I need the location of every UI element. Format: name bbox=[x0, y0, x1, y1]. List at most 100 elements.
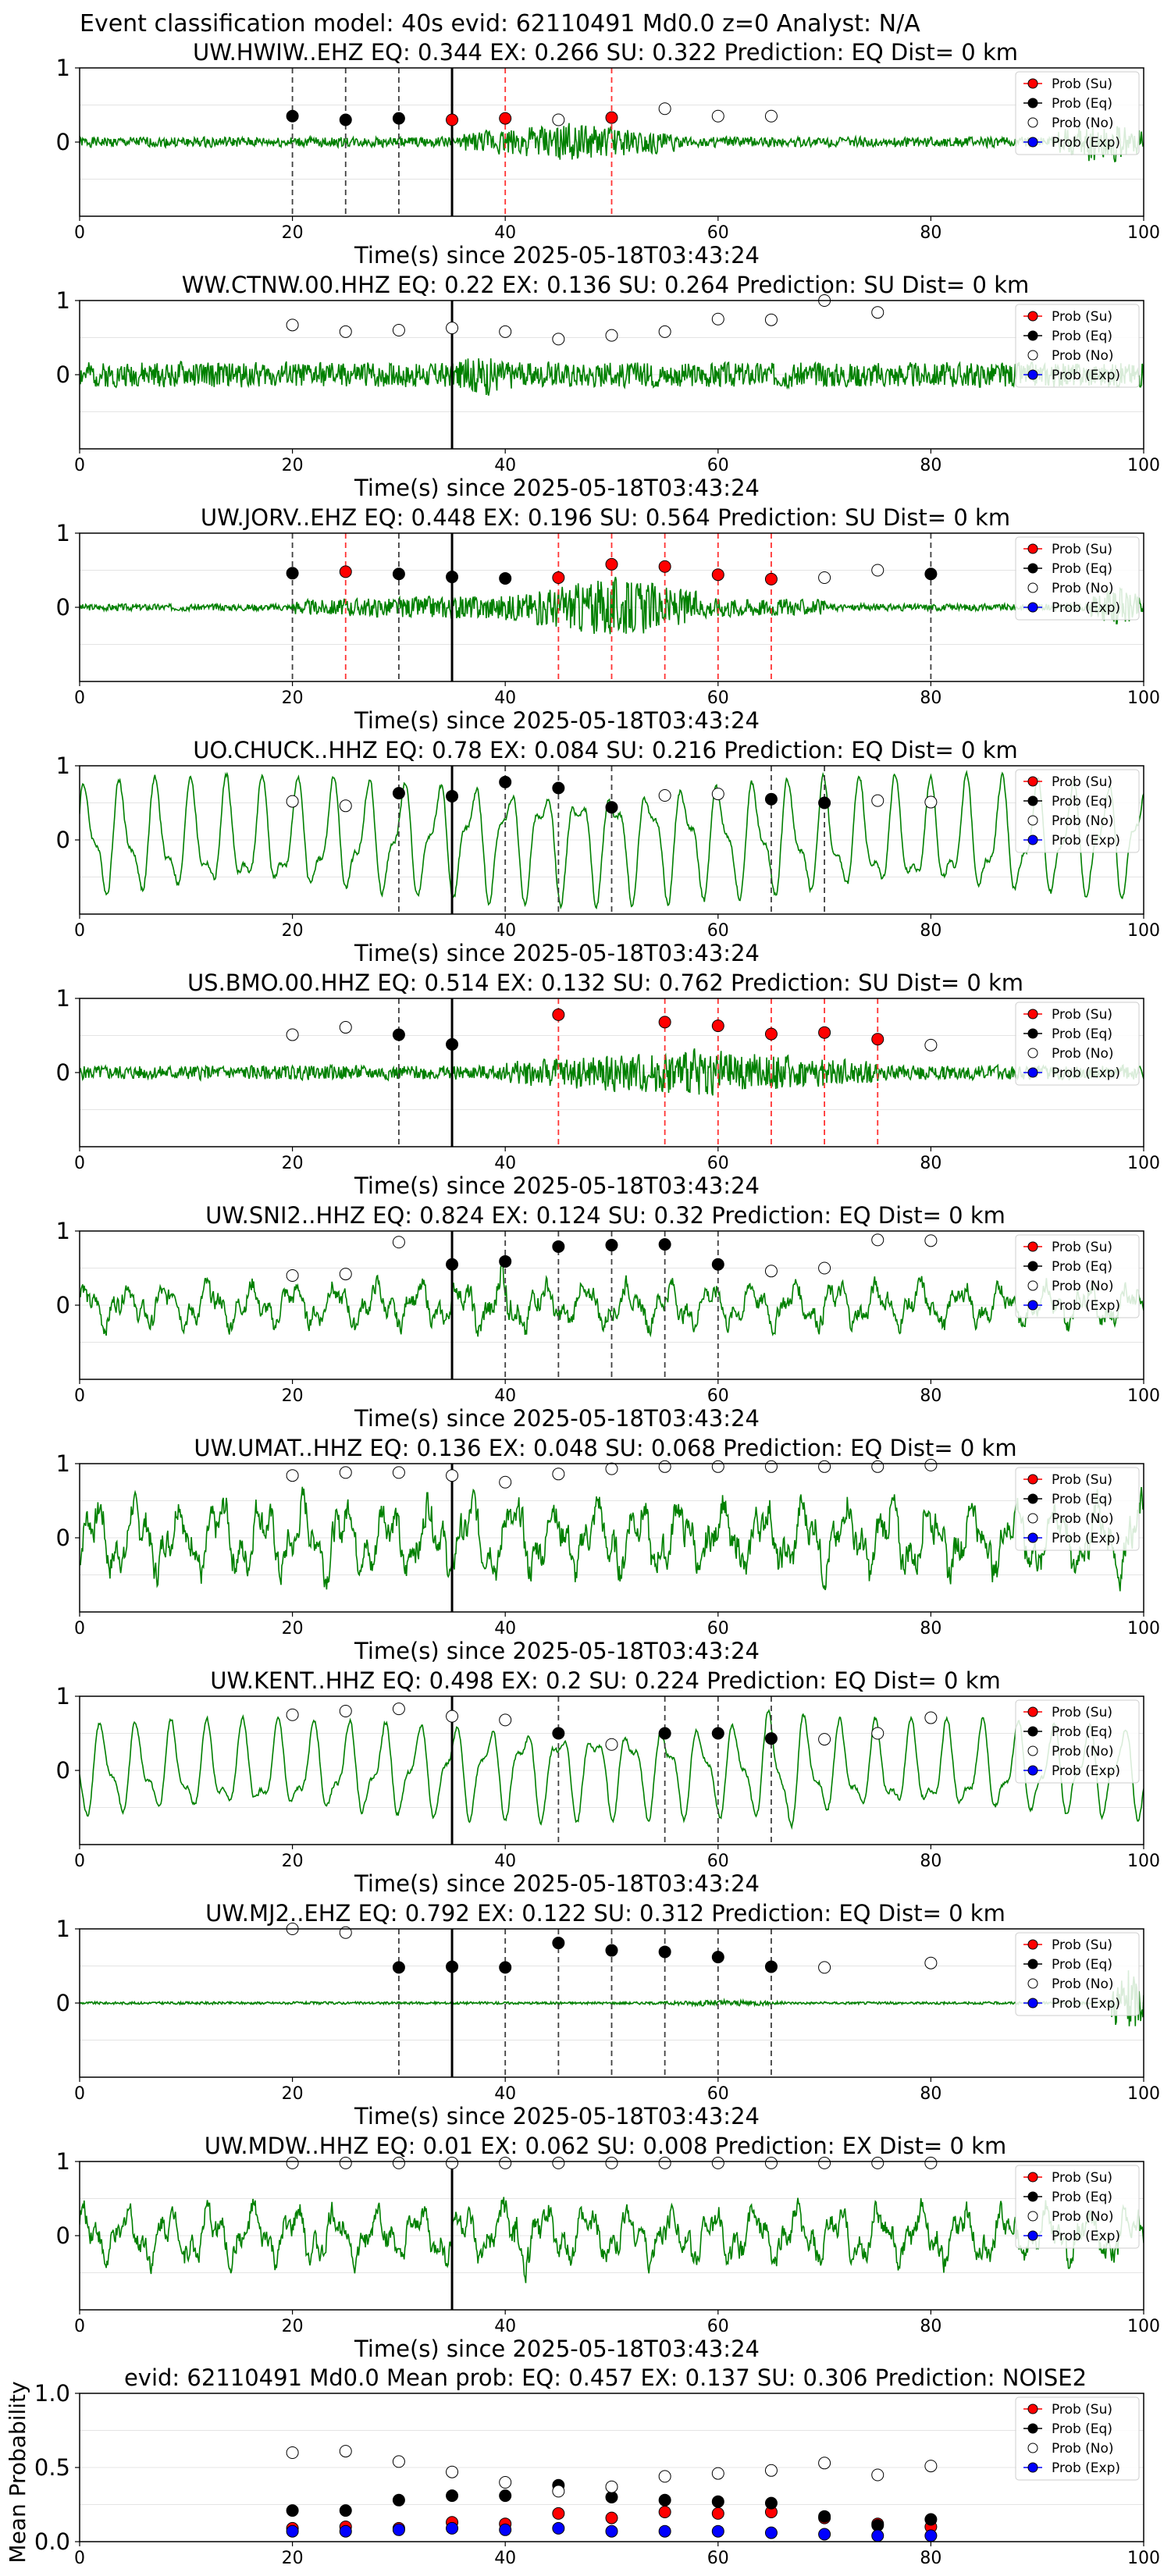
y-tick-label-0: 0 bbox=[56, 1525, 70, 1551]
prob-marker-probeq bbox=[392, 1028, 405, 1041]
prob-marker-probeq bbox=[871, 2519, 884, 2532]
x-tick-label-3: 60 bbox=[707, 1852, 729, 1871]
legend-label-3: Prob (Exp) bbox=[1052, 1531, 1120, 1546]
prob-marker-probno bbox=[605, 2480, 618, 2493]
prob-marker-probno bbox=[764, 313, 778, 326]
legend-marker-2 bbox=[1027, 815, 1038, 826]
x-tick-label-5: 100 bbox=[1127, 1619, 1160, 1638]
prob-marker-probno bbox=[658, 789, 671, 802]
x-tick-label-1: 20 bbox=[282, 921, 304, 941]
x-tick-label-2: 40 bbox=[494, 1154, 516, 1173]
x-tick-label-0: 0 bbox=[74, 1386, 85, 1406]
legend-label-1: Prob (Eq) bbox=[1052, 561, 1112, 577]
panel-title: UW.MJ2..EHZ EQ: 0.792 EX: 0.122 SU: 0.31… bbox=[205, 1900, 1005, 1927]
prob-marker-probexp bbox=[499, 2523, 512, 2536]
prob-marker-probno bbox=[339, 1926, 352, 1939]
prob-marker-probno bbox=[552, 2485, 565, 2498]
x-tick-label-5: 100 bbox=[1127, 2549, 1160, 2568]
prob-marker-probno bbox=[924, 1234, 938, 1247]
legend-marker-2 bbox=[1027, 582, 1038, 593]
prob-marker-probsu bbox=[605, 2511, 618, 2524]
prob-marker-probsu bbox=[552, 571, 565, 584]
prob-marker-probeq bbox=[552, 781, 565, 795]
legend-marker-2 bbox=[1027, 2211, 1038, 2222]
x-tick-label-2: 40 bbox=[494, 688, 516, 708]
prob-marker-probsu bbox=[711, 2507, 724, 2520]
legend-label-1: Prob (Eq) bbox=[1052, 2421, 1112, 2437]
prob-marker-probeq bbox=[552, 1937, 565, 1950]
x-tick-label-5: 100 bbox=[1127, 688, 1160, 708]
legend: Prob (Su) Prob (Eq) Prob (No) Prob (Exp) bbox=[1015, 304, 1140, 388]
x-tick-label-4: 80 bbox=[920, 1619, 941, 1638]
prob-marker-probeq bbox=[605, 1239, 618, 1252]
prob-marker-probsu bbox=[711, 568, 724, 582]
prob-marker-probno bbox=[446, 2465, 459, 2478]
panel-title: UW.MDW..HHZ EQ: 0.01 EX: 0.062 SU: 0.008… bbox=[205, 2133, 1006, 2159]
prob-marker-probno bbox=[392, 324, 405, 336]
prob-marker-probeq bbox=[658, 1945, 671, 1959]
prob-marker-probno bbox=[339, 1021, 352, 1034]
x-axis-label: Time(s) since 2025-05-18T03:43:24 bbox=[354, 1172, 760, 1199]
prob-marker-probeq bbox=[818, 2510, 831, 2523]
station-panel-4: US.BMO.00.HHZ EQ: 0.514 EX: 0.132 SU: 0.… bbox=[56, 970, 1160, 1199]
x-axis-label: Time(s) since 2025-05-18T03:43:24 bbox=[354, 2103, 760, 2129]
legend-frame bbox=[1015, 71, 1140, 155]
legend-label-3: Prob (Exp) bbox=[1052, 1298, 1120, 1314]
legend-marker-2 bbox=[1027, 2443, 1038, 2453]
x-tick-label-4: 80 bbox=[920, 688, 941, 708]
prob-marker-probno bbox=[711, 788, 724, 801]
x-tick-label-2: 40 bbox=[494, 456, 516, 475]
x-tick-label-1: 20 bbox=[282, 1386, 304, 1406]
legend-label-1: Prob (Eq) bbox=[1052, 2190, 1112, 2205]
plot-area bbox=[80, 1464, 1144, 1612]
legend-label-0: Prob (Su) bbox=[1052, 774, 1112, 790]
prob-marker-probno bbox=[446, 1710, 459, 1723]
prob-marker-probno bbox=[446, 322, 459, 335]
prob-marker-probno bbox=[392, 2455, 405, 2468]
x-tick-label-3: 60 bbox=[707, 1386, 729, 1406]
prob-marker-probexp bbox=[711, 2524, 724, 2538]
prob-marker-probsu bbox=[552, 1008, 565, 1021]
plot-area bbox=[80, 998, 1144, 1147]
legend: Prob (Su) Prob (Eq) Prob (No) Prob (Exp) bbox=[1015, 2165, 1140, 2249]
prob-marker-probexp bbox=[818, 2528, 831, 2541]
station-panel-6: UW.UMAT..HHZ EQ: 0.136 EX: 0.048 SU: 0.0… bbox=[56, 1435, 1160, 1664]
legend-label-2: Prob (No) bbox=[1052, 581, 1114, 596]
y-tick-label-0: 0 bbox=[56, 1990, 70, 2016]
x-tick-label-3: 60 bbox=[707, 1619, 729, 1638]
legend-marker-2 bbox=[1027, 1048, 1038, 1059]
prob-marker-probsu bbox=[764, 572, 778, 585]
legend-label-2: Prob (No) bbox=[1052, 116, 1114, 131]
prob-marker-probno bbox=[924, 1038, 938, 1051]
legend-label-2: Prob (No) bbox=[1052, 1976, 1114, 1992]
legend-label-1: Prob (Eq) bbox=[1052, 794, 1112, 809]
x-tick-label-5: 100 bbox=[1127, 1154, 1160, 1173]
legend-label-3: Prob (Exp) bbox=[1052, 2229, 1120, 2244]
x-tick-label-0: 0 bbox=[74, 2549, 85, 2568]
y-tick-label-0: 0 bbox=[56, 1059, 70, 1086]
prob-marker-probno bbox=[605, 2156, 618, 2169]
x-tick-label-0: 0 bbox=[74, 2084, 85, 2104]
x-tick-label-0: 0 bbox=[74, 1619, 85, 1638]
x-axis-label: Time(s) since 2025-05-18T03:43:24 bbox=[354, 1638, 760, 1664]
legend-marker-2 bbox=[1027, 1978, 1038, 1989]
legend-frame bbox=[1015, 304, 1140, 388]
legend-marker-3 bbox=[1027, 1300, 1038, 1311]
prob-marker-probno bbox=[286, 1028, 299, 1041]
prob-marker-probno bbox=[392, 2156, 405, 2169]
waveform-trace bbox=[80, 1486, 1144, 1592]
legend-label-3: Prob (Exp) bbox=[1052, 1763, 1120, 1779]
station-panel-7: UW.KENT..HHZ EQ: 0.498 EX: 0.2 SU: 0.224… bbox=[56, 1667, 1160, 1897]
prob-marker-probno bbox=[339, 325, 352, 338]
x-tick-label-5: 100 bbox=[1127, 921, 1160, 941]
legend-label-3: Prob (Exp) bbox=[1052, 135, 1120, 151]
prob-marker-probexp bbox=[286, 2524, 299, 2538]
legend-marker-3 bbox=[1027, 1765, 1038, 1776]
prob-marker-probeq bbox=[339, 2504, 352, 2517]
legend-marker-3 bbox=[1027, 2230, 1038, 2241]
legend-marker-0 bbox=[1027, 1939, 1038, 1950]
prob-marker-probeq bbox=[711, 2495, 724, 2508]
x-axis-label: Time(s) since 2025-05-18T03:43:24 bbox=[354, 940, 760, 966]
x-tick-label-0: 0 bbox=[74, 223, 85, 243]
